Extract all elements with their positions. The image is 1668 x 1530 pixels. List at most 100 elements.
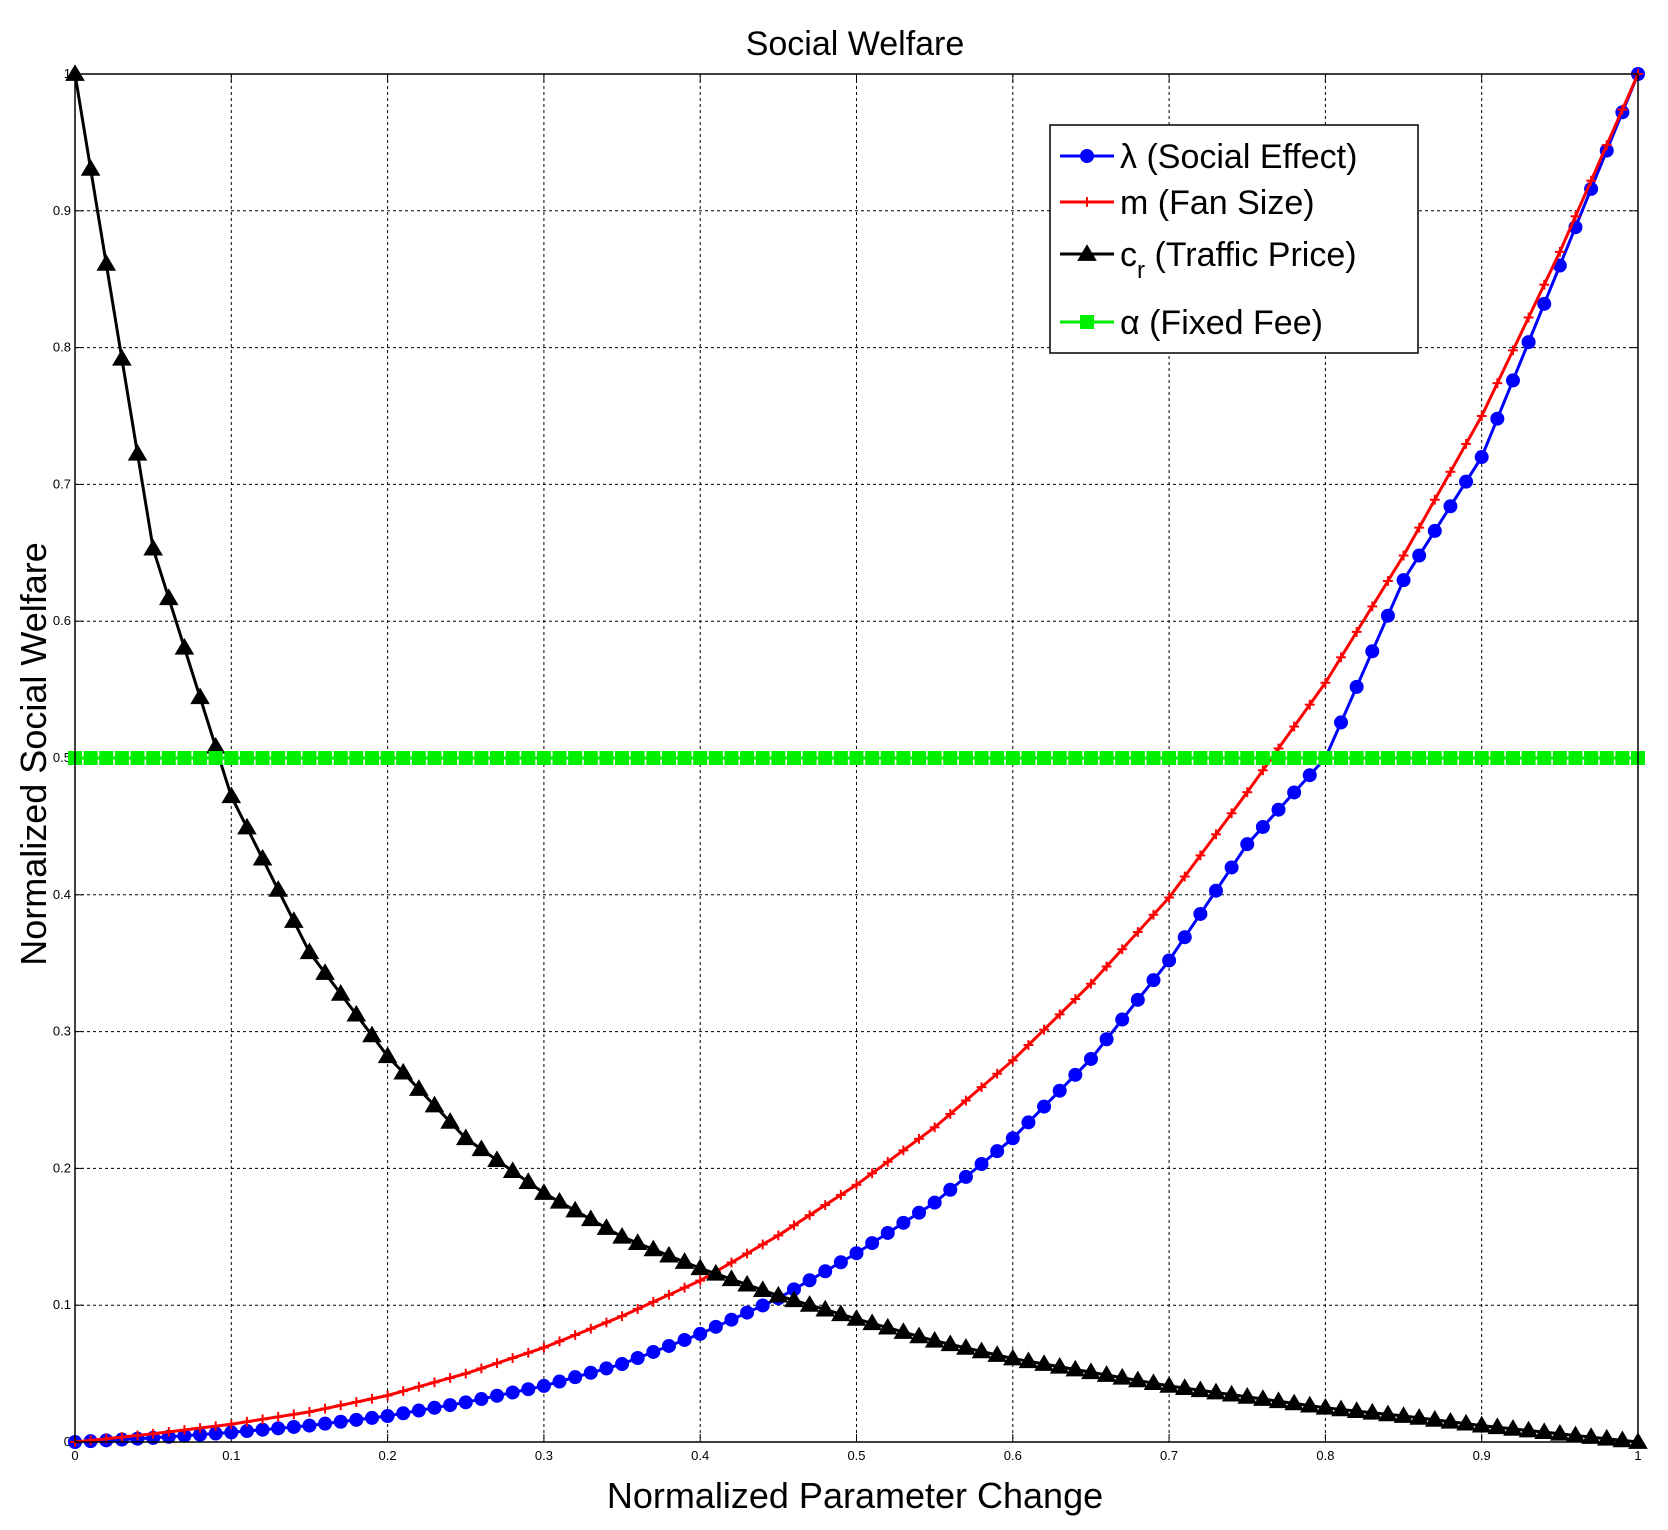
- data-point: [1224, 860, 1239, 875]
- data-point: [940, 1334, 961, 1352]
- data-point: [286, 1419, 301, 1434]
- data-point: [1615, 751, 1630, 765]
- data-point: [193, 751, 208, 765]
- data-point: [974, 1157, 989, 1172]
- data-point: [632, 1304, 643, 1314]
- data-point: [1237, 1387, 1258, 1404]
- data-point: [1065, 1359, 1086, 1377]
- data-point: [706, 1263, 726, 1281]
- plot-frame: [74, 73, 1639, 1443]
- data-point: [1005, 1131, 1020, 1146]
- data-point: [580, 1209, 601, 1227]
- x-axis-label: Normalized Parameter Change: [607, 1475, 1103, 1516]
- y-axis-label: Normalized Social Welfare: [13, 542, 54, 966]
- data-point: [427, 751, 442, 765]
- data-point: [1299, 1395, 1320, 1413]
- data-point: [1380, 751, 1395, 765]
- legend-label: m (Fan Size): [1120, 184, 1315, 222]
- data-point: [1162, 751, 1177, 765]
- data-point: [65, 64, 85, 81]
- data-point: [273, 1411, 284, 1422]
- data-point: [112, 349, 132, 366]
- data-point: [599, 751, 614, 765]
- data-point: [396, 751, 411, 765]
- data-point: [880, 751, 895, 765]
- data-point: [1080, 149, 1094, 163]
- data-point: [1117, 944, 1128, 955]
- data-point: [1490, 411, 1505, 426]
- data-point: [708, 751, 723, 765]
- data-point: [195, 1423, 205, 1433]
- data-point: [364, 1410, 379, 1425]
- data-point: [896, 751, 911, 765]
- data-point: [1550, 1423, 1570, 1441]
- data-point: [1443, 499, 1458, 514]
- data-point: [974, 751, 989, 765]
- series-circle: [68, 67, 1645, 1449]
- data-point: [990, 751, 1005, 765]
- data-point: [1320, 677, 1331, 688]
- data-point: [958, 1169, 973, 1184]
- data-point: [1570, 211, 1581, 222]
- data-point: [177, 1428, 192, 1443]
- data-point: [1365, 644, 1380, 659]
- data-point: [424, 1095, 445, 1113]
- data-point: [413, 1381, 424, 1392]
- data-point: [349, 751, 364, 765]
- data-point: [476, 1363, 487, 1374]
- data-point: [1146, 973, 1161, 988]
- data-point: [1568, 751, 1583, 765]
- data-point: [1429, 494, 1440, 505]
- data-point: [1054, 1009, 1065, 1020]
- data-point: [158, 588, 179, 606]
- data-point: [1521, 751, 1536, 765]
- data-point: [1505, 373, 1520, 388]
- x-tick-label: 0.8: [1316, 1448, 1334, 1463]
- data-point: [912, 1205, 927, 1220]
- data-point: [85, 1435, 96, 1446]
- data-point: [1565, 1425, 1586, 1443]
- data-point: [1148, 909, 1159, 920]
- data-point: [255, 751, 270, 765]
- y-tick-label: 0.8: [53, 340, 71, 355]
- data-point: [1226, 808, 1237, 819]
- data-point: [1271, 802, 1286, 817]
- data-point: [971, 1341, 992, 1359]
- data-point: [346, 1004, 367, 1022]
- data-point: [679, 1282, 690, 1293]
- data-point: [601, 1317, 612, 1328]
- data-point: [534, 1183, 554, 1200]
- data-point: [755, 1298, 770, 1313]
- data-point: [377, 1046, 398, 1064]
- data-point: [523, 1347, 534, 1358]
- data-point: [1164, 892, 1174, 903]
- data-point: [833, 751, 848, 765]
- tick-labels: 0 0.1 0.2 0.3 0.4 0.5 0.6 0.7 0.8 0.9 1 0 0.1 0.2 0.3 0…: [53, 66, 1642, 1463]
- data-point: [1037, 1099, 1052, 1114]
- data-point: [224, 1425, 239, 1440]
- data-point: [1208, 751, 1223, 765]
- data-point: [146, 751, 161, 765]
- data-point: [1443, 751, 1458, 765]
- data-point: [802, 751, 817, 765]
- data-point: [1049, 1356, 1070, 1374]
- data-point: [865, 1236, 880, 1251]
- data-point: [849, 1246, 864, 1261]
- data-point: [929, 1122, 940, 1133]
- data-point: [990, 1144, 1005, 1159]
- data-point: [1474, 450, 1489, 465]
- data-point: [1068, 751, 1083, 765]
- x-tick-label: 0.9: [1473, 1448, 1491, 1463]
- data-point: [554, 1336, 565, 1347]
- data-point: [802, 1273, 817, 1288]
- data-point: [427, 1400, 442, 1415]
- data-point: [1052, 1083, 1067, 1098]
- data-point: [1459, 751, 1474, 765]
- y-tick-label: 0.4: [53, 887, 71, 902]
- data-point: [1287, 785, 1302, 800]
- data-point: [914, 1133, 924, 1144]
- data-point: [737, 1274, 757, 1292]
- data-point: [96, 254, 117, 271]
- x-tick-label: 0.2: [379, 1448, 397, 1463]
- data-point: [320, 1403, 330, 1414]
